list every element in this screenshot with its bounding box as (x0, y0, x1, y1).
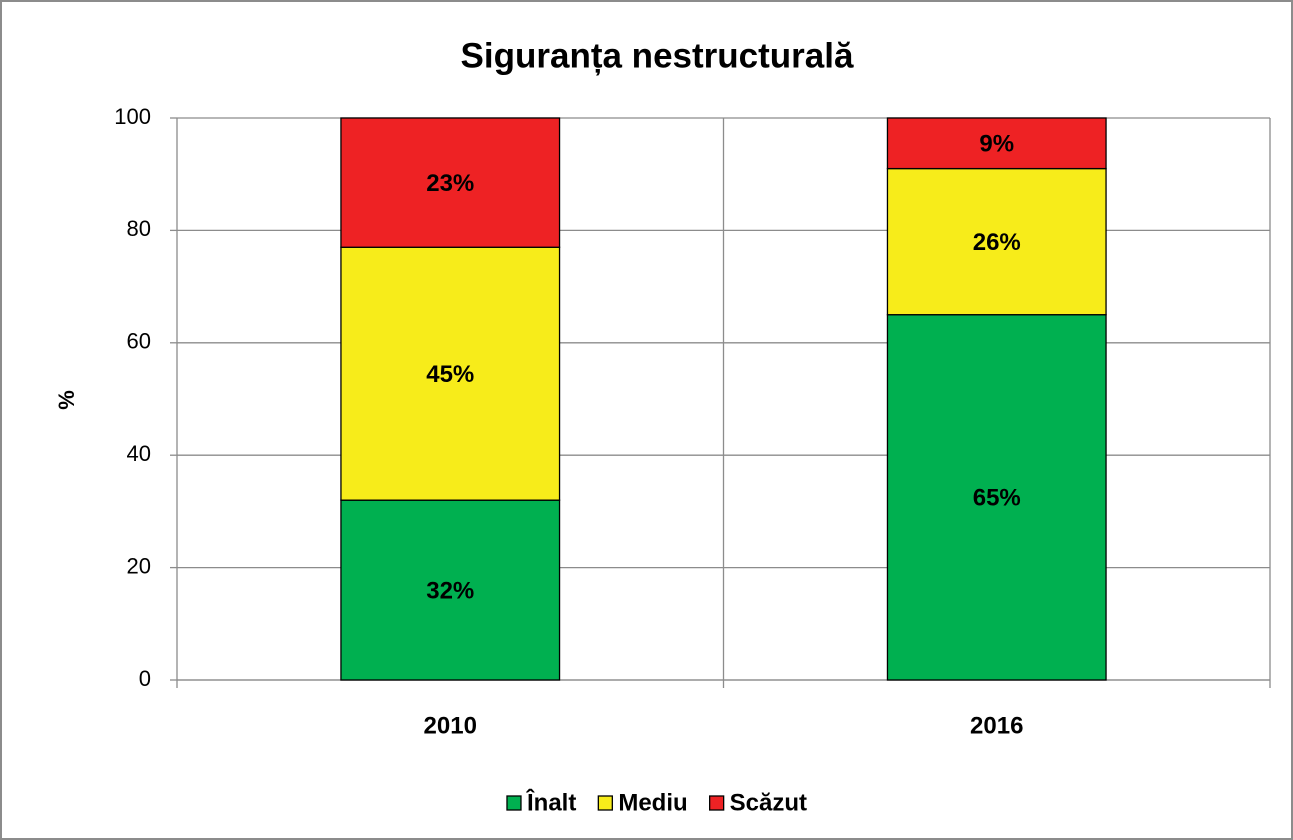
y-tick-label: 100 (114, 104, 151, 129)
value-label: 65% (973, 485, 1021, 512)
legend-label: Mediu (618, 789, 687, 816)
y-tick-label: 60 (127, 329, 151, 354)
x-tick-label: 2016 (970, 712, 1023, 739)
bar-segment (340, 499, 561, 681)
legend-swatch (506, 795, 522, 811)
value-label: 32% (426, 577, 474, 604)
y-axis-label: % (54, 390, 79, 410)
value-label: 9% (979, 131, 1014, 158)
y-tick-label: 80 (127, 216, 151, 241)
bar-segment (340, 117, 561, 248)
bar-segment (886, 117, 1107, 170)
x-tick-label: 2010 (424, 712, 477, 739)
legend-label: Înalt (526, 788, 576, 816)
y-tick-label: 0 (139, 666, 151, 691)
value-label: 26% (973, 229, 1021, 256)
legend-swatch (597, 795, 613, 811)
y-tick-label: 20 (127, 553, 151, 578)
bar-segment (886, 167, 1107, 316)
bar-segment (886, 314, 1107, 681)
chart-title: Siguranța nestructurală (461, 36, 854, 75)
legend-swatch (709, 795, 725, 811)
y-tick-label: 40 (127, 441, 151, 466)
bar-segment (340, 246, 561, 501)
value-label: 23% (426, 170, 474, 197)
legend-label: Scăzut (730, 789, 807, 816)
value-label: 45% (426, 361, 474, 388)
